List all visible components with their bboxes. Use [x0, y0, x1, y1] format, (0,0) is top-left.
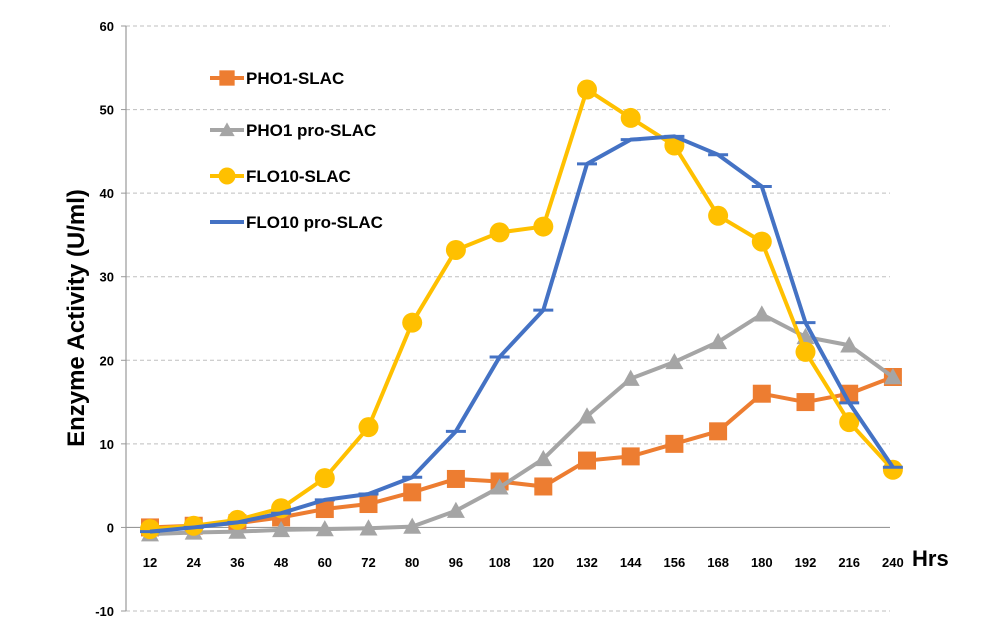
- x-tick-label: 132: [576, 555, 598, 570]
- data-point: [708, 205, 729, 226]
- y-tick-label: 50: [100, 103, 114, 118]
- series-pho1-pro-slac: [141, 305, 902, 542]
- data-point: [534, 449, 553, 467]
- data-point: [533, 216, 554, 237]
- y-tick-label: 60: [100, 19, 114, 34]
- x-axis-unit-label: Hrs: [912, 546, 949, 571]
- series-line: [149, 375, 894, 530]
- legend-entry: PHO1 pro-SLAC: [210, 121, 376, 140]
- data-point: [446, 469, 465, 488]
- data-point: [752, 305, 771, 322]
- data-point: [445, 239, 466, 260]
- legend-label: FLO10-SLAC: [246, 167, 351, 186]
- data-point: [359, 519, 378, 536]
- data-point: [490, 478, 509, 495]
- data-point: [621, 447, 640, 466]
- y-tick-label: 20: [100, 353, 114, 368]
- y-tick-labels: -10 0 10 20 30 40 50 60: [95, 19, 114, 619]
- data-point: [358, 417, 379, 438]
- y-tick-label: -10: [95, 604, 114, 619]
- data-point: [403, 517, 422, 534]
- legend-entry: FLO10-SLAC: [210, 167, 351, 186]
- data-point: [796, 393, 815, 412]
- y-tick-label: 30: [100, 270, 114, 285]
- y-tick-label: 0: [107, 520, 114, 535]
- data-point: [577, 79, 597, 100]
- axes: [121, 25, 890, 612]
- data-point: [840, 336, 859, 353]
- series-line: [149, 134, 895, 534]
- x-tick-label: 60: [318, 555, 332, 570]
- series-pho1-slac: [141, 368, 902, 537]
- x-tick-label: 108: [489, 555, 511, 570]
- data-point: [534, 477, 553, 496]
- data-point: [218, 167, 236, 185]
- x-tick-label: 216: [838, 555, 860, 570]
- data-point: [402, 312, 423, 333]
- data-point: [403, 483, 422, 502]
- x-tick-label: 168: [707, 555, 729, 570]
- legend: PHO1-SLAC PHO1 pro-SLAC FLO10-SLAC FLO10 pr…: [210, 69, 383, 232]
- series-line: [149, 87, 895, 532]
- data-point: [489, 222, 510, 243]
- data-point: [228, 522, 247, 539]
- x-tick-label: 36: [230, 555, 244, 570]
- x-tick-label: 120: [532, 555, 554, 570]
- data-point: [839, 412, 860, 433]
- data-point: [219, 70, 235, 86]
- series-group: [140, 79, 903, 542]
- series-line: [149, 312, 895, 537]
- legend-label: PHO1 pro-SLAC: [246, 121, 376, 140]
- data-point: [315, 500, 334, 519]
- x-tick-label: 240: [882, 555, 904, 570]
- x-tick-label: 96: [449, 555, 463, 570]
- x-tick-label: 48: [274, 555, 288, 570]
- legend-label: FLO10 pro-SLAC: [246, 213, 383, 232]
- data-point: [751, 231, 772, 252]
- data-point: [219, 122, 235, 137]
- data-point: [359, 495, 378, 514]
- data-point: [752, 384, 771, 403]
- data-point: [621, 369, 640, 386]
- x-tick-label: 144: [620, 555, 642, 570]
- series-flo10-slac: [140, 79, 903, 540]
- y-tick-label: 40: [100, 186, 114, 201]
- x-tick-label: 72: [361, 555, 375, 570]
- data-point: [315, 520, 334, 537]
- legend-entry: FLO10 pro-SLAC: [210, 213, 383, 232]
- legend-label: PHO1-SLAC: [246, 69, 344, 88]
- x-tick-label: 192: [795, 555, 817, 570]
- data-point: [665, 434, 684, 453]
- x-tick-label: 156: [664, 555, 686, 570]
- data-point: [882, 459, 903, 480]
- y-axis-label: Enzyme Activity (U/ml): [63, 189, 90, 447]
- data-point: [665, 352, 684, 370]
- data-point: [140, 519, 160, 540]
- data-point: [795, 341, 816, 362]
- data-point: [578, 451, 596, 470]
- data-point: [620, 107, 641, 128]
- data-point: [883, 368, 902, 385]
- x-tick-label: 80: [405, 555, 419, 570]
- series-flo10-pro-slac: [140, 134, 903, 534]
- x-tick-labels: 12 24 36 48 60 72 80 96 108 120 132 144 156 168 180 192…: [143, 555, 904, 570]
- data-point: [709, 422, 728, 441]
- data-point: [578, 407, 596, 424]
- data-point: [314, 468, 335, 489]
- legend-entry: PHO1-SLAC: [210, 69, 344, 88]
- data-point: [446, 501, 465, 518]
- data-point: [272, 520, 291, 538]
- x-tick-label: 180: [751, 555, 773, 570]
- gridlines: [126, 25, 890, 612]
- y-tick-label: 10: [100, 437, 114, 452]
- x-tick-label: 12: [143, 555, 157, 570]
- data-point: [709, 332, 728, 350]
- x-tick-label: 24: [186, 555, 201, 570]
